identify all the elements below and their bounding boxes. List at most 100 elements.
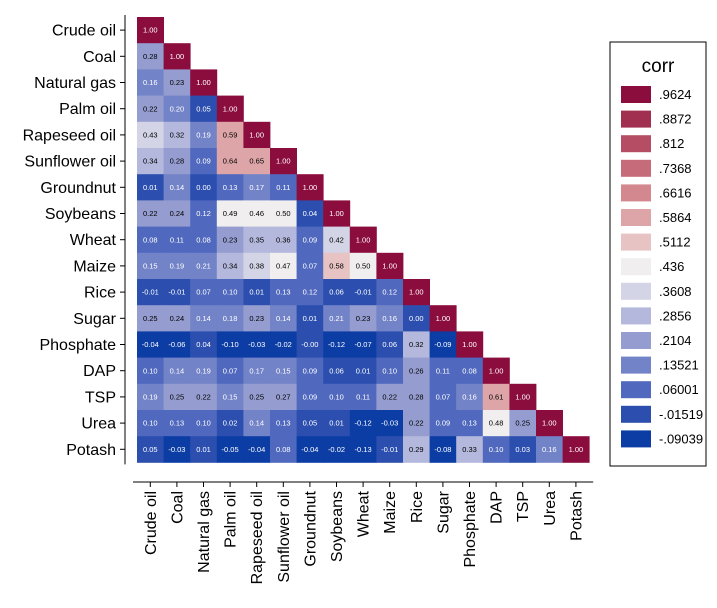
heatmap-cell-11-9: [376, 305, 404, 332]
cell-value-label: -0.12: [355, 419, 372, 428]
cell-value-label: 0.35: [249, 235, 264, 244]
heatmap-cell-11-7: [323, 305, 351, 332]
heatmap-cell-7-0: [137, 200, 164, 227]
legend-swatch: [621, 258, 651, 276]
cell-value-label: 0.07: [196, 288, 211, 297]
heatmap-cell-10-0: [137, 279, 164, 306]
cell-value-label: 0.58: [329, 262, 344, 271]
heatmap-cell-14-0: [137, 383, 164, 411]
legend-swatch: [621, 135, 651, 153]
cell-value-label: 0.08: [143, 235, 158, 244]
cell-value-label: -0.01: [142, 288, 159, 297]
legend-swatch: [621, 159, 651, 177]
legend-swatch: [621, 430, 651, 448]
heatmap-cell-3-0: [137, 95, 164, 123]
cell-value-label: 0.23: [249, 314, 264, 323]
cell-value-label: -0.08: [434, 445, 451, 454]
cell-value-label: 0.22: [409, 419, 424, 428]
cell-value-label: 0.12: [303, 288, 318, 297]
heatmap-cell-5-1: [163, 148, 191, 175]
cell-value-label: -0.02: [275, 340, 292, 349]
heatmap-cell-14-3: [216, 383, 244, 411]
heatmap-cell-8-1: [163, 226, 191, 254]
heatmap-cell-14-8: [349, 383, 377, 411]
cell-value-label: 0.00: [409, 314, 424, 323]
y-tick-label: Potash: [66, 442, 116, 459]
heatmap-cell-5-0: [137, 148, 164, 175]
cell-value-label: 0.04: [196, 340, 211, 349]
heatmap-cell-4-2: [190, 121, 218, 149]
cell-value-label: 1.00: [249, 131, 264, 140]
heatmap-cell-13-10: [403, 357, 430, 385]
heatmap-cell-8-5: [270, 226, 297, 254]
cell-value-label: 0.36: [276, 235, 291, 244]
y-tick-label: Rapeseed oil: [23, 127, 116, 144]
cell-value-label: 0.13: [276, 419, 291, 428]
heatmap-cell-10-6: [296, 279, 324, 306]
cell-value-label: 0.01: [249, 288, 264, 297]
heatmap-cell-15-7: [323, 410, 351, 437]
legend-swatch: [621, 282, 651, 300]
legend-swatch: [621, 332, 651, 349]
y-tick-label: Natural gas: [34, 75, 116, 92]
heatmap-cell-15-1: [163, 410, 191, 437]
cell-value-label: 0.22: [196, 393, 211, 402]
legend-label: .9624: [659, 87, 692, 102]
heatmap-cell-3-1: [163, 95, 191, 123]
cell-value-label: 0.21: [329, 314, 344, 323]
heatmap-cell-9-9: [376, 252, 404, 280]
heatmap-cell-2-1: [163, 69, 191, 96]
heatmap-cell-6-4: [243, 174, 271, 201]
cell-value-label: 0.42: [329, 235, 344, 244]
cell-value-label: 0.16: [382, 314, 397, 323]
heatmap-cell-16-12: [456, 436, 484, 463]
cell-value-label: 0.01: [196, 445, 211, 454]
cell-value-label: 0.01: [143, 183, 158, 192]
heatmap-cell-11-0: [137, 305, 164, 332]
cell-value-label: 0.14: [249, 419, 264, 428]
legend-label: .812: [659, 136, 684, 151]
cell-value-label: 0.09: [436, 419, 451, 428]
cell-value-label: 0.05: [303, 419, 318, 428]
cell-value-label: 0.14: [196, 314, 211, 323]
cell-value-label: -0.01: [355, 288, 372, 297]
heatmap-cell-13-12: [456, 357, 484, 385]
cell-value-label: -0.04: [301, 445, 318, 454]
x-tick-label: Groundnut: [302, 490, 319, 566]
heatmap-cell-12-10: [403, 331, 430, 358]
legend-swatch: [621, 233, 651, 251]
heatmap-cell-14-9: [376, 383, 404, 411]
heatmap-cell-4-1: [163, 121, 191, 149]
legend-label: .06001: [659, 382, 699, 397]
heatmap-cell-1-1: [163, 43, 191, 70]
cell-value-label: 0.34: [143, 157, 158, 166]
legend-label: .13521: [659, 358, 699, 373]
cell-value-label: -0.01: [381, 445, 398, 454]
cell-value-label: 0.07: [303, 262, 318, 271]
cell-value-label: 0.02: [223, 419, 238, 428]
legend-label: .6616: [659, 185, 692, 200]
cell-value-label: 0.16: [462, 393, 477, 402]
cell-value-label: 0.19: [143, 393, 158, 402]
cell-value-label: 0.43: [143, 131, 158, 140]
cell-value-label: 1.00: [489, 366, 504, 375]
heatmap-cell-7-4: [243, 200, 271, 227]
cell-value-label: 0.15: [143, 262, 158, 271]
heatmap-cell-8-2: [190, 226, 218, 254]
cell-value-label: -0.10: [222, 340, 239, 349]
heatmap-cell-14-11: [429, 383, 457, 411]
heatmap-cell-9-8: [349, 252, 377, 280]
cell-value-label: 0.22: [143, 104, 158, 113]
heatmap-cell-16-8: [349, 436, 377, 463]
cell-value-label: 0.19: [170, 262, 185, 271]
heatmap-cell-14-7: [323, 383, 351, 411]
heatmap-cell-16-10: [403, 436, 430, 463]
heatmap-cell-14-12: [456, 383, 484, 411]
cell-value-label: 1.00: [462, 340, 477, 349]
cell-value-label: -0.13: [355, 445, 372, 454]
heatmap-cell-11-5: [270, 305, 297, 332]
legend-swatch: [621, 356, 651, 374]
legend-swatch: [621, 86, 651, 103]
cell-value-label: 0.09: [303, 393, 318, 402]
cell-value-label: 0.25: [143, 314, 158, 323]
